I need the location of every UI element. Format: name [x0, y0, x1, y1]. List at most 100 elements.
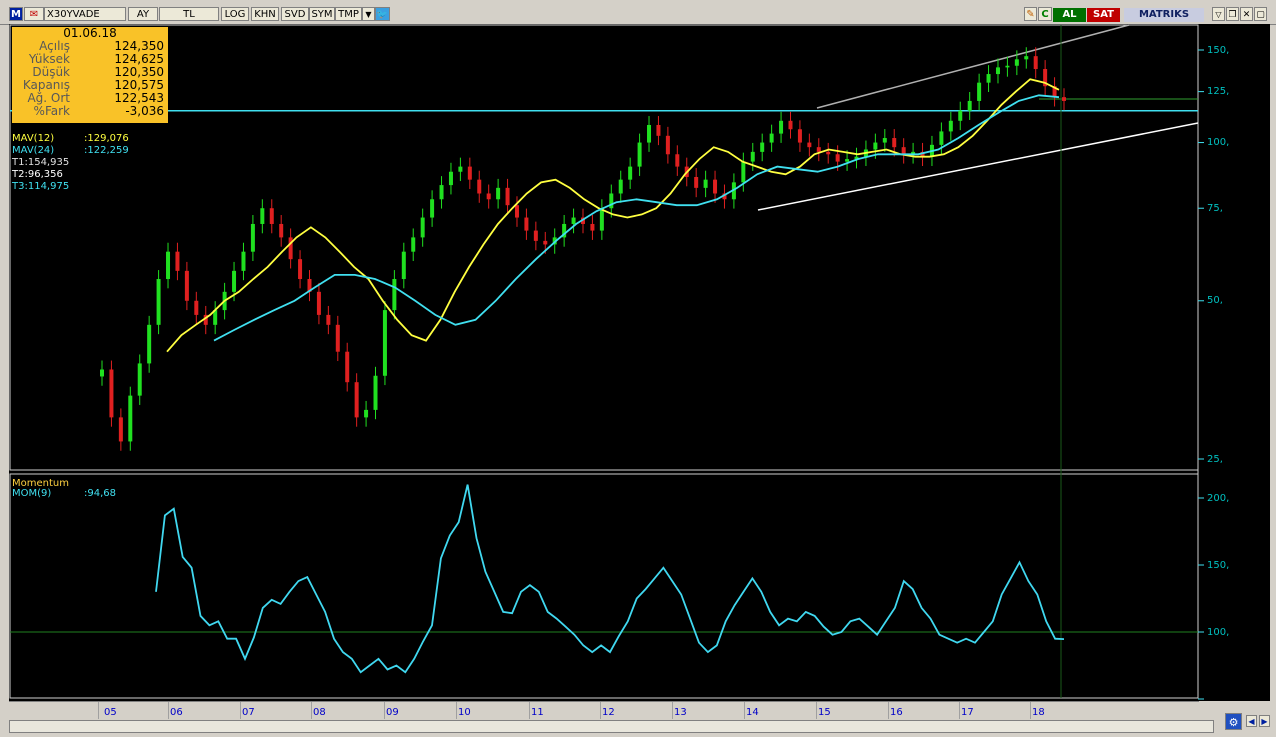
candle-body: [967, 100, 972, 111]
legend-mom: MOM(9):94,68: [12, 488, 152, 499]
info-value: 124,625: [114, 52, 164, 66]
candle-body: [665, 135, 670, 155]
price-axis-label: 25,: [1207, 454, 1223, 465]
info-row-low: Düşük 120,350: [12, 66, 168, 79]
candle-body: [977, 82, 982, 101]
candle-body: [514, 205, 519, 218]
candle-body: [137, 363, 142, 396]
info-row-wavg: Ağ. Ort 122,543: [12, 92, 168, 105]
khn-button[interactable]: KHN: [251, 7, 279, 21]
candle-body: [628, 166, 633, 180]
info-value: 120,350: [114, 65, 164, 79]
refresh-icon[interactable]: C: [1038, 7, 1052, 21]
candle-body: [892, 138, 897, 148]
tmp-button[interactable]: TMP: [335, 7, 362, 21]
price-axis-label: 75,: [1207, 203, 1223, 214]
candle-body: [845, 159, 850, 162]
candle-body: [920, 151, 925, 157]
momentum-panel-border: [9, 473, 1199, 699]
candle-body: [298, 259, 303, 280]
twitter-icon[interactable]: 🐦: [375, 7, 390, 21]
scroll-right-icon[interactable]: ▶: [1259, 715, 1270, 727]
legend-mav24: MAV(24) :122,259: [12, 145, 152, 156]
candle-body: [647, 124, 652, 143]
candle-body: [741, 161, 746, 183]
currency-selector[interactable]: TL: [159, 7, 219, 21]
candle-body: [995, 67, 1000, 75]
price-axis-label: 150,: [1207, 45, 1230, 56]
svd-button[interactable]: SVD: [281, 7, 309, 21]
candle-body: [448, 171, 453, 186]
pencil-icon[interactable]: ✎: [1024, 7, 1037, 21]
candle-body: [175, 251, 180, 271]
info-row-change: %Fark -3,036: [12, 105, 168, 118]
chart-area[interactable]: [9, 24, 1270, 701]
log-button[interactable]: LOG: [221, 7, 249, 21]
m-icon[interactable]: M: [9, 7, 23, 21]
candle-body: [533, 230, 538, 241]
legend-mav12: MAV(12):129,076: [12, 133, 152, 144]
candle-body: [1062, 97, 1066, 101]
settings-icon[interactable]: ⚙: [1225, 713, 1242, 730]
candle-body: [713, 179, 718, 194]
legend-value: :122,259: [84, 145, 129, 156]
candle-body: [581, 217, 585, 224]
candle-body: [769, 133, 774, 143]
candle-body: [354, 382, 359, 418]
candle-body: [288, 237, 293, 260]
restore-icon[interactable]: ❐: [1226, 7, 1239, 21]
legend-t1: T1:154,935: [12, 157, 69, 168]
candle-body: [637, 142, 642, 167]
candle-body: [882, 138, 887, 143]
scroll-left-icon[interactable]: ◀: [1246, 715, 1257, 727]
candle-body: [232, 270, 237, 292]
candle-body: [986, 74, 991, 83]
candle-body: [1043, 69, 1048, 87]
chart-svg[interactable]: [9, 24, 1270, 701]
candle-body: [543, 240, 548, 245]
candle-body: [505, 187, 510, 206]
minimize-icon[interactable]: ▽: [1212, 7, 1225, 21]
sell-button[interactable]: SAT: [1087, 8, 1120, 22]
period-selector[interactable]: AY: [128, 7, 158, 21]
dropdown-icon[interactable]: ▼: [362, 7, 375, 21]
sym-button[interactable]: SYM: [309, 7, 335, 21]
symbol-search-icon[interactable]: ✉: [24, 7, 44, 21]
candle-body: [496, 187, 501, 200]
x-tick-label: 10: [458, 707, 471, 718]
legend-label: MOM(9): [12, 488, 52, 499]
info-row-open: Açılış 124,350: [12, 40, 168, 53]
candle-body: [609, 193, 614, 209]
candle-body: [722, 193, 727, 200]
x-tick-label: 15: [818, 707, 831, 718]
candle-body: [166, 251, 171, 280]
mav12-line: [166, 78, 1060, 353]
candle-body: [392, 279, 397, 311]
extra-icon[interactable]: ▢: [1254, 7, 1267, 21]
candle-body: [731, 182, 736, 200]
legend-label: T3:114,975: [12, 181, 70, 192]
momentum-line: [155, 484, 1065, 674]
candle-body: [458, 166, 463, 172]
scrollbar[interactable]: [9, 720, 1214, 733]
buy-button[interactable]: AL: [1053, 8, 1086, 22]
symbol-field[interactable]: X30YVADE: [44, 7, 126, 21]
candle-body: [194, 300, 199, 315]
close-icon[interactable]: ✕: [1240, 7, 1253, 21]
candle-body: [109, 369, 114, 418]
x-tick-label: 07: [242, 707, 255, 718]
candle-body: [788, 120, 793, 130]
candle-body: [486, 193, 491, 200]
candle-body: [873, 142, 878, 150]
candle-body: [345, 351, 350, 383]
candle-body: [524, 217, 529, 231]
x-tick-label: 11: [531, 707, 544, 718]
candle-body: [826, 151, 831, 155]
x-tick-label: 06: [170, 707, 183, 718]
candle-body: [571, 217, 576, 224]
legend-label: T2:96,356: [12, 169, 63, 180]
brand-logo: MATRIKS: [1124, 8, 1204, 22]
candle-body: [779, 120, 784, 134]
momentum-axis-label: 100,: [1207, 627, 1230, 638]
legend-label: MAV(24): [12, 145, 55, 156]
